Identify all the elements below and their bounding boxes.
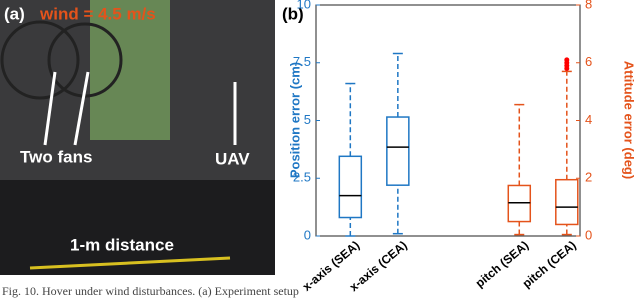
photo-cloth: [90, 0, 170, 140]
y2-tick-label: 6: [585, 54, 592, 69]
y-tick-label: 2.5: [293, 170, 311, 185]
uav-label: UAV: [215, 149, 250, 168]
photo-floor: [0, 180, 275, 275]
arrows: [43, 71, 237, 146]
y-tick-label: 10: [297, 0, 311, 11]
photo-fan: [0, 20, 80, 100]
plot-frame: [315, 4, 581, 237]
box: [386, 116, 410, 186]
panel-label: (b): [282, 4, 304, 23]
y-tick-label: 0: [304, 227, 311, 242]
panel-label: (a): [4, 4, 25, 23]
tape: [29, 256, 231, 270]
y2-tick-label: 2: [585, 170, 592, 185]
wind-label: wind = 4.5 m/s: [39, 4, 156, 23]
caption: Fig. 10. Hover under wind disturbances. …: [2, 284, 299, 298]
y2-tick-label: 4: [585, 112, 592, 127]
y2-tick-label: 8: [585, 0, 592, 11]
fans-label: Two fans: [20, 147, 92, 166]
y-axis-title: Position error (cm): [287, 62, 302, 178]
y-tick-label: 7.5: [293, 54, 311, 69]
box: [555, 178, 579, 226]
outlier: [564, 57, 570, 63]
box: [338, 155, 363, 219]
y-tick-label: 5: [304, 112, 311, 127]
y2-tick-label: 0: [585, 227, 592, 242]
distance-label: 1-m distance: [70, 235, 174, 254]
y2-axis-title: Attitude error (deg): [622, 61, 637, 179]
